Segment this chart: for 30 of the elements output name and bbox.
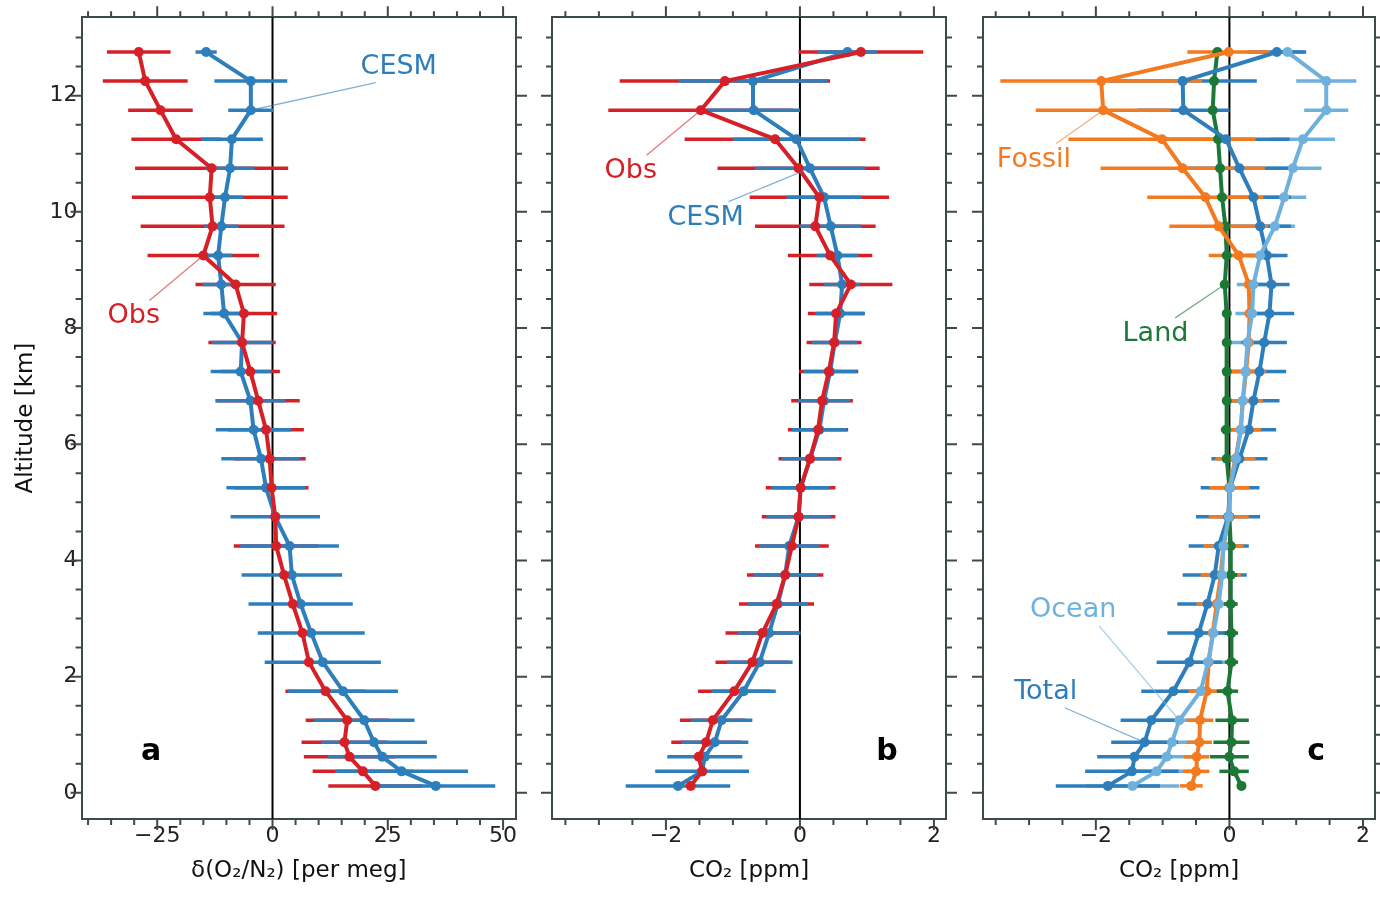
x-tick-label: 0 bbox=[265, 821, 280, 847]
y-tick-label: 12 bbox=[49, 81, 78, 107]
annotation: c bbox=[1307, 731, 1326, 767]
x-tick-label: −25 bbox=[134, 821, 181, 847]
legend-label: Land bbox=[1122, 315, 1189, 347]
x-tick-label: 2 bbox=[926, 821, 941, 847]
text: Total bbox=[1013, 673, 1078, 705]
x-tick-label: 0 bbox=[792, 821, 807, 847]
legend-label: Obs bbox=[604, 153, 658, 185]
x-tick-label: −2 bbox=[649, 821, 683, 847]
legend-label: Obs bbox=[107, 298, 160, 330]
y-tick-label: 2 bbox=[63, 662, 78, 688]
x-axis-title: CO₂ [ppm] bbox=[1118, 856, 1240, 883]
annotation: a bbox=[140, 731, 162, 767]
legend-label: Fossil bbox=[996, 141, 1072, 173]
x-axis-title: δ(O₂/N₂) [per meg] bbox=[191, 856, 407, 883]
y-axis-title: Altitude [km] bbox=[10, 342, 37, 494]
text: Ocean bbox=[1029, 591, 1117, 623]
x-tick-label: 0 bbox=[1222, 821, 1237, 847]
x-tick-label: 2 bbox=[1355, 821, 1370, 847]
y-tick-label: 0 bbox=[63, 778, 78, 804]
x-tick-label: −2 bbox=[1079, 821, 1113, 847]
legend-label: CESM bbox=[667, 199, 744, 231]
annotation: b bbox=[876, 731, 898, 767]
x-tick-label: 50 bbox=[489, 821, 518, 847]
x-axis-title: CO₂ [ppm] bbox=[688, 856, 810, 883]
text: CESM bbox=[360, 48, 437, 80]
x-tick-label: 25 bbox=[373, 821, 402, 847]
y-tick-label: 10 bbox=[49, 197, 78, 223]
y-tick-label: 6 bbox=[63, 429, 78, 455]
